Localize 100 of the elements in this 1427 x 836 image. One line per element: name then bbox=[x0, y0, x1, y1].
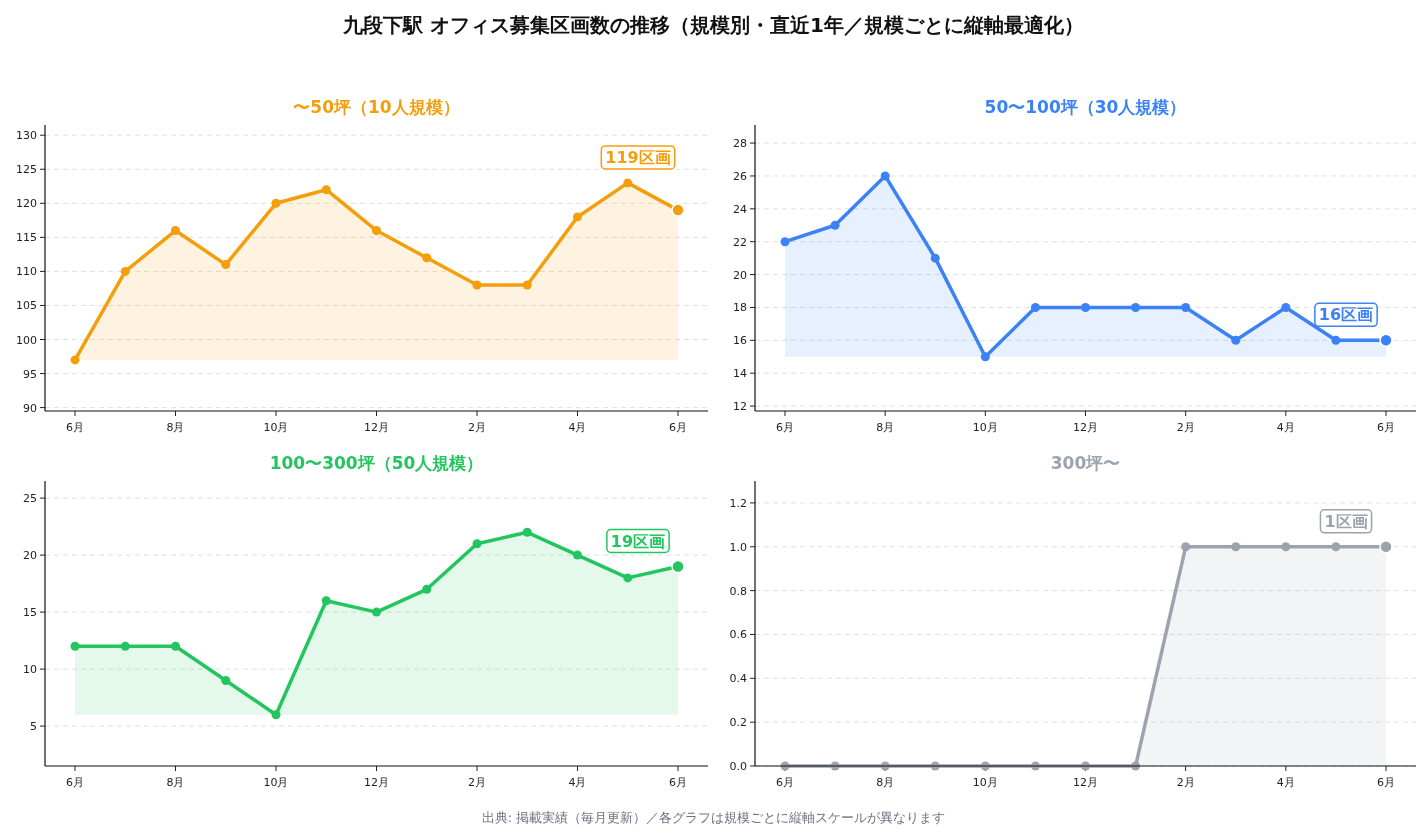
x-tick-label: 4月 bbox=[1276, 421, 1295, 434]
y-tick-label: 110 bbox=[16, 265, 37, 279]
y-tick-label: 90 bbox=[23, 401, 37, 415]
y-tick-label: 26 bbox=[733, 169, 747, 183]
text: 九段下駅 オフィス募集区画数の推移（規模別・直近1年／規模ごとに縦軸最適化） bbox=[342, 13, 1084, 37]
point bbox=[830, 220, 840, 230]
x-tick-label: 12月 bbox=[364, 776, 389, 789]
x-tick-label: 2月 bbox=[468, 776, 486, 789]
y-tick-label: 24 bbox=[733, 202, 747, 216]
point bbox=[171, 641, 180, 651]
x-tick-label: 6月 bbox=[66, 421, 84, 434]
point bbox=[1131, 302, 1141, 312]
chart-title: 300坪〜 bbox=[1050, 453, 1121, 473]
point bbox=[422, 584, 432, 594]
x-tick-label: 10月 bbox=[972, 776, 998, 789]
x-tick-label: 6月 bbox=[776, 776, 794, 789]
point bbox=[472, 539, 482, 549]
y-tick-label: 14 bbox=[733, 367, 747, 381]
y-tick-label: 105 bbox=[16, 299, 37, 313]
point bbox=[1181, 302, 1191, 312]
x-tick-label: 6月 bbox=[66, 776, 84, 789]
x-tick-label: 6月 bbox=[669, 421, 687, 434]
y-tick-label: 15 bbox=[23, 606, 37, 620]
point bbox=[780, 237, 790, 247]
point bbox=[930, 253, 940, 263]
point bbox=[171, 226, 180, 236]
point bbox=[573, 212, 582, 222]
x-tick-label: 8月 bbox=[876, 776, 895, 789]
x-tick-label: 2月 bbox=[1176, 421, 1195, 434]
x-tick-label: 8月 bbox=[166, 421, 185, 434]
y-tick-label: 22 bbox=[733, 235, 747, 249]
point bbox=[623, 573, 633, 583]
point bbox=[472, 280, 482, 290]
x-tick-label: 4月 bbox=[568, 421, 587, 434]
x-tick-label: 12月 bbox=[1073, 776, 1098, 789]
point bbox=[321, 596, 331, 606]
y-tick-label: 120 bbox=[16, 197, 37, 211]
point bbox=[372, 226, 381, 236]
point bbox=[271, 710, 281, 720]
point bbox=[522, 280, 532, 290]
x-tick-label: 4月 bbox=[568, 776, 587, 789]
point bbox=[1030, 302, 1040, 312]
x-tick-label: 6月 bbox=[776, 421, 794, 434]
point bbox=[120, 641, 130, 651]
y-tick-label: 115 bbox=[16, 231, 37, 245]
point bbox=[1281, 302, 1291, 312]
point bbox=[980, 352, 990, 362]
x-tick-label: 6月 bbox=[1377, 776, 1395, 789]
x-tick-label: 10月 bbox=[263, 421, 289, 434]
chart-title: 〜50坪（10人規模） bbox=[293, 97, 460, 117]
point bbox=[623, 178, 633, 188]
point bbox=[1331, 335, 1341, 345]
y-tick-label: 12 bbox=[733, 400, 747, 414]
y-tick-label: 0.0 bbox=[729, 760, 747, 773]
y-tick-label: 18 bbox=[733, 301, 747, 315]
y-tick-label: 5 bbox=[30, 720, 37, 734]
point bbox=[120, 266, 130, 276]
point bbox=[1231, 335, 1241, 345]
point bbox=[271, 198, 281, 208]
x-tick-label: 8月 bbox=[876, 421, 895, 434]
y-tick-label: 16 bbox=[733, 334, 747, 348]
y-tick-label: 95 bbox=[23, 367, 37, 381]
point bbox=[422, 253, 432, 263]
y-tick-label: 1.2 bbox=[729, 496, 747, 510]
y-tick-label: 20 bbox=[23, 549, 37, 563]
y-tick-label: 0.8 bbox=[729, 584, 747, 598]
x-tick-label: 12月 bbox=[1073, 421, 1098, 434]
annotation: 16区画 bbox=[1318, 305, 1374, 325]
point bbox=[372, 607, 381, 617]
x-tick-label: 10月 bbox=[263, 776, 289, 789]
x-tick-label: 10月 bbox=[972, 421, 998, 434]
point bbox=[70, 355, 80, 365]
y-tick-label: 0.2 bbox=[729, 716, 747, 730]
x-tick-label: 12月 bbox=[364, 421, 389, 434]
point bbox=[221, 260, 231, 270]
x-tick-label: 2月 bbox=[1176, 776, 1195, 789]
source-note: 出典: 掲載実績（毎月更新）／各グラフは規模ごとに縦軸スケールが異なります bbox=[481, 810, 946, 825]
y-tick-label: 25 bbox=[23, 492, 37, 506]
chart-title: 50〜100坪（30人規模） bbox=[984, 97, 1187, 117]
y-tick-label: 10 bbox=[23, 663, 37, 677]
x-tick-label: 4月 bbox=[1276, 776, 1295, 789]
annotation: 1区画 bbox=[1324, 511, 1368, 531]
point bbox=[321, 185, 331, 195]
y-tick-label: 125 bbox=[16, 163, 37, 177]
x-tick-label: 6月 bbox=[1377, 421, 1395, 434]
y-tick-label: 28 bbox=[733, 137, 747, 151]
x-tick-label: 6月 bbox=[669, 776, 687, 789]
point bbox=[221, 676, 231, 685]
y-tick-label: 130 bbox=[16, 129, 37, 143]
x-tick-label: 2月 bbox=[468, 421, 486, 434]
annotation: 119区画 bbox=[605, 147, 671, 167]
y-tick-label: 20 bbox=[733, 268, 747, 282]
point bbox=[70, 641, 80, 651]
point bbox=[1081, 302, 1090, 312]
point bbox=[522, 527, 532, 537]
point bbox=[573, 550, 582, 560]
y-tick-label: 0.6 bbox=[729, 628, 747, 642]
y-tick-label: 0.4 bbox=[729, 672, 747, 686]
annotation: 19区画 bbox=[610, 531, 666, 551]
chart-title: 100〜300坪（50人規模） bbox=[269, 453, 484, 473]
